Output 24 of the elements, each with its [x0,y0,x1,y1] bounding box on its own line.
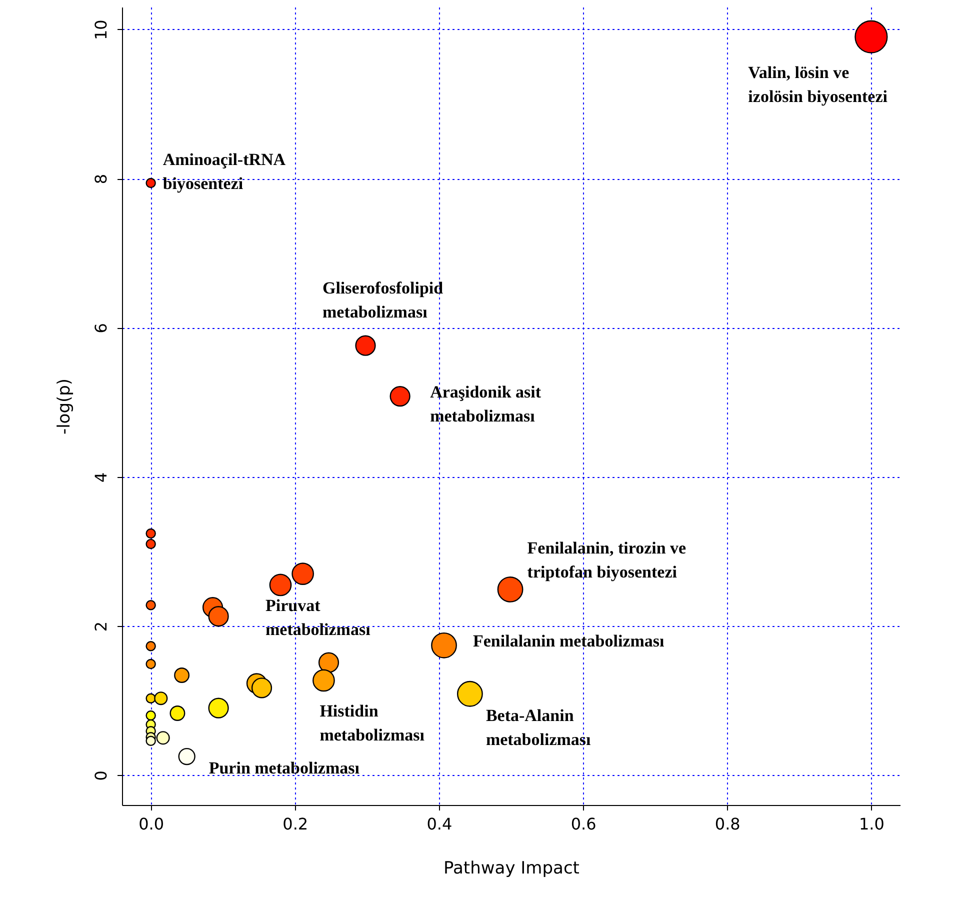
annotation: Fenilalanin metabolizması [473,631,665,650]
x-tick-label: 0.0 [138,814,164,834]
annotation: Histidin metabolizması [320,701,425,744]
annotation: Piruvat metabolizması [265,596,371,639]
y-tick-label: 8 [92,174,110,184]
x-tick-label: 0.8 [714,814,740,834]
annotation: Araşidonik asit metabolizması [430,382,542,426]
y-tick-label: 4 [92,472,110,482]
y-axis-title: -log(p) [54,378,74,435]
x-tick-label: 0.2 [282,814,308,834]
annotation: Valin, lösin ve izolösin biyosentezi [748,62,888,106]
x-axis-title: Pathway Impact [444,858,580,878]
y-tick-label: 0 [92,770,110,781]
annotation: Purin metabolizması [208,758,360,778]
annotation: Beta-Alanin metabolizması [486,706,592,749]
annotation: Fenilalanin, tirozin ve triptofan biyosentezi [527,538,687,582]
annotation: Gliserofosfolipid metabolizması [322,278,444,322]
y-tick-label: 6 [92,323,110,334]
y-tick-label: 2 [92,621,110,632]
x-tick-label: 0.6 [570,814,596,834]
annotation: Aminoaçil-tRNA biyosentezi [162,150,286,194]
y-tick-label: 10 [92,20,110,40]
x-tick-label: 1.0 [858,814,884,834]
x-tick-label: 0.4 [426,814,452,834]
